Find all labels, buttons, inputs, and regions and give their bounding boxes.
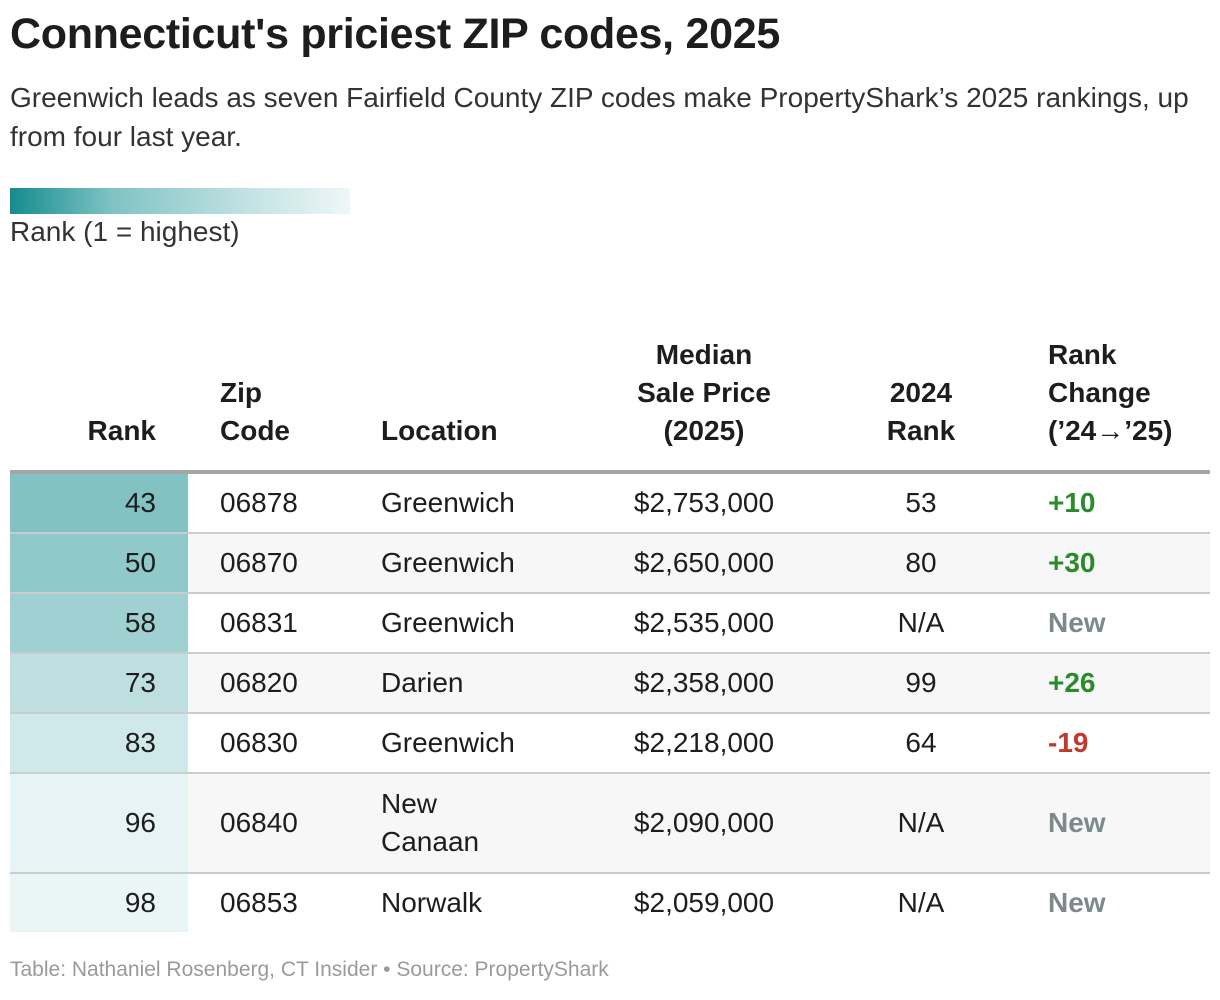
chart-title: Connecticut's priciest ZIP codes, 2025: [10, 10, 780, 58]
header-line: Zip: [220, 377, 262, 408]
rank-2024-cell: N/A: [816, 773, 1026, 874]
zip-cell: 06853: [220, 887, 298, 918]
legend-label: Rank (1 = highest): [10, 216, 240, 247]
header-line: (’24→’25): [1048, 415, 1173, 446]
header-line: Change: [1048, 377, 1151, 408]
rank-change-cell: New: [1026, 773, 1210, 874]
location-cell: Darien: [370, 653, 592, 714]
rank-2024-cell: 80: [816, 533, 1026, 594]
rank-change-cell: New: [1026, 593, 1210, 654]
header-line: Rank: [87, 415, 156, 446]
location-cell: Norwalk: [370, 873, 592, 932]
zip-cell: 06870: [188, 533, 370, 594]
table-row: 83 06830 Greenwich $2,218,000 64 -19: [10, 713, 1210, 774]
location-line: Darien: [381, 667, 464, 698]
source-credit: Table: Nathaniel Rosenberg, CT Insider •…: [10, 958, 609, 981]
price-cell: $2,753,000: [592, 472, 816, 534]
header-line: Rank: [886, 415, 956, 446]
zip-ranking-table: Rank Zip Code Location Median Sale Price…: [10, 300, 1210, 932]
header-2024-rank: 2024 Rank: [816, 300, 1026, 474]
rank-change-cell: -19: [1026, 713, 1210, 774]
zip-cell: 06840: [188, 773, 370, 874]
rank-cell: 98: [10, 873, 188, 932]
price-cell: $2,358,000: [592, 653, 816, 714]
location-cell: Greenwich: [370, 472, 592, 534]
zip-cell: 06830: [188, 713, 370, 774]
zip-cell: 06831: [188, 593, 370, 654]
header-rank: Rank: [10, 300, 188, 474]
price-cell: $2,059,000: [633, 887, 775, 918]
rank-2024-cell: 53: [816, 472, 1026, 534]
table-row: 58 06831 Greenwich $2,535,000 N/A New: [10, 593, 1210, 654]
rank-2024-cell: N/A: [897, 887, 945, 918]
header-line: Sale Price: [637, 377, 771, 408]
location-line: Greenwich: [381, 547, 515, 578]
location-line: Canaan: [381, 826, 480, 857]
chart-subtitle: Greenwich leads as seven Fairfield Count…: [10, 82, 1189, 152]
location-cell: Greenwich: [370, 713, 592, 774]
location-cell: New Canaan: [370, 773, 592, 874]
zip-cell: 06820: [188, 653, 370, 714]
header-line: Location: [381, 415, 498, 446]
rank-cell: 96: [10, 773, 188, 874]
location-line: Greenwich: [381, 607, 515, 638]
header-zip-code: Zip Code: [188, 300, 370, 474]
price-cell: $2,650,000: [592, 533, 816, 594]
location-cell: Greenwich: [370, 533, 592, 594]
rank-cell: 83: [10, 713, 188, 774]
header-location: Location: [370, 300, 592, 474]
price-cell: $2,090,000: [592, 773, 816, 874]
rank-2024-cell: 99: [816, 653, 1026, 714]
rank-color-legend: [10, 188, 350, 214]
price-cell: $2,535,000: [592, 593, 816, 654]
rank-cell: 73: [10, 653, 188, 714]
rank-cell: 58: [10, 593, 188, 654]
rank-change-cell: +26: [1026, 653, 1210, 714]
rank-cell: 50: [10, 533, 188, 594]
rank-2024-cell: 64: [816, 713, 1026, 774]
header-line: Code: [220, 415, 290, 446]
location-line: Greenwich: [381, 487, 515, 518]
location-line: New: [381, 788, 438, 819]
table-row: 43 06878 Greenwich $2,753,000 53 +10: [10, 472, 1210, 534]
rank-change-cell: New: [1048, 887, 1106, 918]
header-median-price: Median Sale Price (2025): [592, 300, 816, 474]
rank-2024-cell: N/A: [816, 593, 1026, 654]
rank-change-cell: +30: [1026, 533, 1210, 594]
location-line: Norwalk: [381, 887, 483, 918]
table-row: 96 06840 New Canaan $2,090,000 N/A New: [10, 773, 1210, 874]
rank-cell: 43: [10, 472, 188, 534]
table-row: 73 06820 Darien $2,358,000 99 +26: [10, 653, 1210, 714]
location-line: Greenwich: [381, 727, 515, 758]
header-line: 2024: [889, 377, 953, 408]
header-line: (2025): [663, 415, 745, 446]
header-line: Rank: [1048, 339, 1117, 370]
table-row: 50 06870 Greenwich $2,650,000 80 +30: [10, 533, 1210, 594]
location-cell: Greenwich: [370, 593, 592, 654]
header-line: Median: [655, 339, 753, 370]
header-rank-change: Rank Change (’24→’25): [1026, 300, 1210, 474]
table-row: 98 06853 Norwalk $2,059,000 N/A New: [10, 873, 1210, 932]
price-cell: $2,218,000: [592, 713, 816, 774]
zip-cell: 06878: [188, 472, 370, 534]
header-row: Rank Zip Code Location Median Sale Price…: [10, 300, 1210, 474]
rank-change-cell: +10: [1026, 472, 1210, 534]
